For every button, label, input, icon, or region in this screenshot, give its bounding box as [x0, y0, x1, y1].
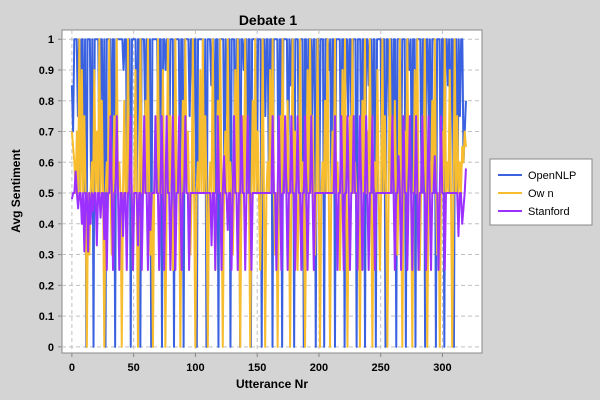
- y-tick-label: 0.7: [39, 127, 54, 139]
- legend-label: Ow n: [528, 188, 554, 200]
- legend: OpenNLP Ow n Stanford: [489, 158, 593, 226]
- y-tick-label: 0: [48, 342, 54, 354]
- y-tick-label: 0.6: [39, 157, 54, 169]
- y-tick-label: 0.1: [39, 311, 54, 323]
- x-tick-label: 50: [128, 362, 140, 374]
- y-tick-label: 0.8: [39, 96, 54, 108]
- y-axis-label: Avg Sentiment: [9, 149, 23, 233]
- y-tick-label: 0.9: [39, 65, 54, 77]
- y-axis: 0 0.1 0.2 0.3 0.4 0.5 0.6 0.7 0.8 0.9 1: [39, 34, 62, 354]
- x-tick-label: 0: [69, 362, 75, 374]
- series-line-stanford: [70, 115, 467, 271]
- y-tick-label: 0.4: [39, 219, 55, 231]
- x-tick-label: 250: [372, 362, 390, 374]
- chart-title: Debate 1: [239, 12, 298, 28]
- y-tick-label: 1: [48, 34, 54, 46]
- y-tick-label: 0.3: [39, 250, 54, 262]
- x-tick-label: 100: [186, 362, 204, 374]
- legend-box: [489, 158, 593, 226]
- x-axis-label: Utterance Nr: [236, 377, 308, 391]
- y-tick-label: 0.2: [39, 280, 54, 292]
- x-tick-label: 300: [433, 362, 451, 374]
- y-tick-label: 0.5: [39, 188, 54, 200]
- x-tick-label: 200: [310, 362, 328, 374]
- legend-label: OpenNLP: [528, 170, 576, 182]
- legend-label: Stanford: [528, 206, 570, 218]
- series-layer: [70, 38, 467, 348]
- x-axis: 0 50 100 150 200 250 300: [69, 353, 452, 374]
- x-tick-label: 150: [248, 362, 266, 374]
